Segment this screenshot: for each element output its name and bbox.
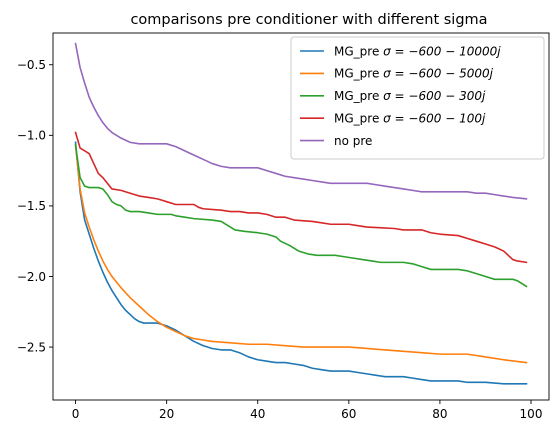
y-tick-label-2: −1.5 [17, 199, 46, 213]
x-tick-label-80: 80 [432, 407, 447, 421]
legend-box [290, 36, 545, 160]
chart-title: comparisons pre conditioner with differe… [130, 12, 487, 28]
legend: MG_pre σ = −600 − 10000j MG_pre σ = −600 … [290, 36, 545, 160]
series-line-4 [74, 131, 528, 264]
x-tick-label-40: 40 [250, 407, 265, 421]
legend-entry-1: MG_pre σ = −600 − 10000j [334, 44, 501, 58]
x-tick-label-60: 60 [341, 407, 356, 421]
y-axis: −2.5 −2.0 −1.5 −1.0 −0.5 [17, 58, 53, 354]
legend-entry-5: no pre [334, 134, 372, 148]
series-line-5 [74, 42, 528, 200]
y-tick-label-4: −0.5 [17, 58, 46, 72]
series-line-3 [74, 144, 528, 288]
x-tick-label-0: 0 [72, 407, 80, 421]
x-tick-label-20: 20 [159, 407, 174, 421]
plot-frame [52, 32, 550, 401]
series-line-2 [74, 144, 528, 364]
legend-entry-4: MG_pre σ = −600 − 100j [334, 112, 486, 126]
y-tick-label-3: −1.0 [17, 129, 46, 143]
y-tick-label-1: −2.0 [17, 270, 46, 284]
legend-entry-3: MG_pre σ = −600 − 300j [334, 89, 486, 103]
x-axis: 0 20 40 60 80 100 [72, 400, 543, 421]
x-tick-label-100: 100 [520, 407, 543, 421]
series-line-1 [74, 141, 528, 385]
series-layer [74, 42, 528, 385]
y-tick-label-0: −2.5 [17, 340, 46, 354]
legend-entry-2: MG_pre σ = −600 − 5000j [334, 67, 494, 81]
